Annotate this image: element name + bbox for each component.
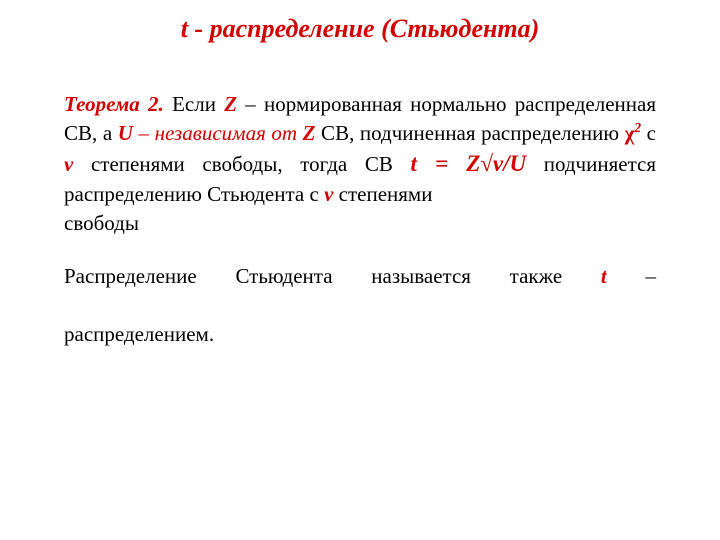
text-seg: СВ, подчиненная распределению	[315, 121, 624, 145]
slide-title: t - распределение (Стьюдента)	[64, 14, 656, 44]
theorem-paragraph: Теорема 2. Если Z – нормированная нормал…	[64, 90, 656, 238]
text-seg: распределением.	[64, 322, 214, 346]
text-seg: Распределение Стьюдента называется также	[64, 264, 601, 288]
theorem-label: Теорема 2.	[64, 92, 164, 116]
text-seg: –	[607, 264, 656, 288]
text-seg: степенями свободы, тогда СВ	[73, 152, 410, 176]
note-line-1: Распределение Стьюдента называется также…	[64, 262, 656, 320]
var-z2: Z	[303, 121, 316, 145]
var-u: U	[118, 121, 133, 145]
text-seg-red: – независимая от	[133, 121, 303, 145]
var-z: Z	[224, 92, 237, 116]
text-seg: степенями	[333, 182, 432, 206]
slide: t - распределение (Стьюдента) Теорема 2.…	[0, 0, 720, 540]
var-v2: v	[324, 182, 333, 206]
text-seg: Если	[164, 92, 224, 116]
chi-symbol: χ	[625, 121, 635, 145]
note-paragraph: Распределение Стьюдента называется также…	[64, 262, 656, 349]
text-seg: с	[641, 121, 656, 145]
formula: t = Z√v/U	[410, 151, 526, 176]
var-v1: v	[64, 152, 73, 176]
text-seg: свободы	[64, 211, 139, 235]
